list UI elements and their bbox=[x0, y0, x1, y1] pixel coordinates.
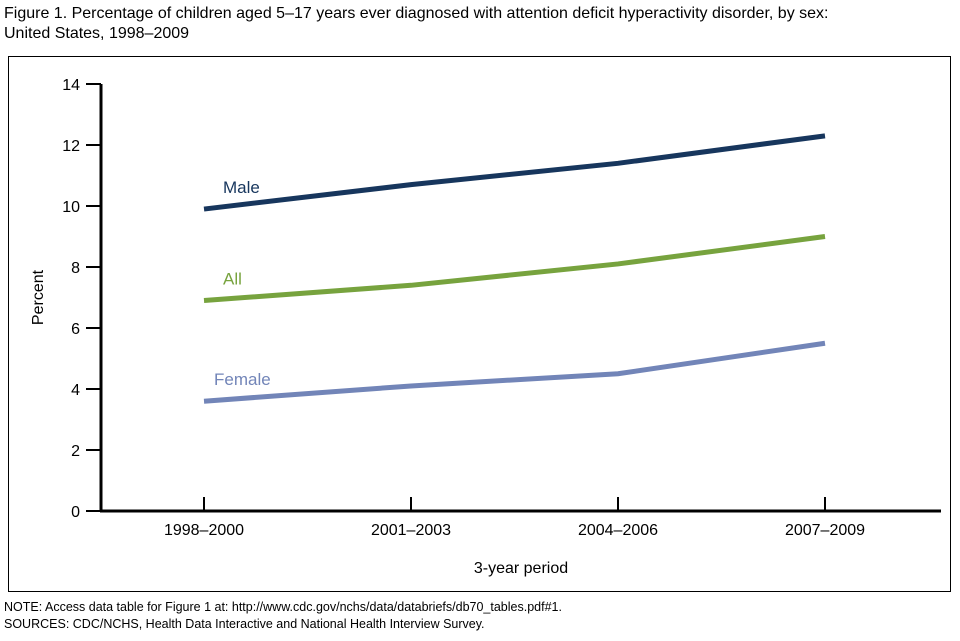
figure-title-line1: Figure 1. Percentage of children aged 5–… bbox=[4, 5, 829, 22]
note-text: NOTE: Access data table for Figure 1 at:… bbox=[4, 600, 562, 614]
series-line-all bbox=[203, 234, 826, 304]
figure-title-line2: United States, 1998–2009 bbox=[4, 25, 190, 42]
x-axis-title: 3-year period bbox=[474, 560, 568, 577]
y-axis-title: Percent bbox=[30, 269, 47, 325]
y-tick-label: 14 bbox=[62, 77, 80, 94]
x-tick-label: 2001–2003 bbox=[371, 522, 451, 539]
y-tick-label: 12 bbox=[62, 138, 80, 155]
series-label-male: Male bbox=[223, 178, 260, 197]
x-tick-label: 2007–2009 bbox=[785, 522, 865, 539]
y-tick-label: 2 bbox=[71, 443, 80, 460]
y-tick-label: 10 bbox=[62, 199, 80, 216]
series-label-female: Female bbox=[214, 370, 271, 389]
y-tick-label: 0 bbox=[71, 504, 80, 521]
chart-area: 0 2 4 6 8 10 12 14 1998–2000 2001–2003 2004–2006 20… bbox=[8, 56, 951, 592]
y-tick-label: 8 bbox=[71, 260, 80, 277]
y-tick-label: 4 bbox=[71, 382, 80, 399]
figure-title: Figure 1. Percentage of children aged 5–… bbox=[4, 4, 954, 44]
x-tick-label: 1998–2000 bbox=[164, 522, 244, 539]
sources-text: SOURCES: CDC/NCHS, Health Data Interacti… bbox=[4, 617, 485, 631]
x-tick-label: 2004–2006 bbox=[578, 522, 658, 539]
footnotes: NOTE: Access data table for Figure 1 at:… bbox=[4, 599, 954, 633]
line-chart: 0 2 4 6 8 10 12 14 1998–2000 2001–2003 2004–2006 20… bbox=[30, 77, 941, 577]
series-line-female bbox=[203, 340, 826, 404]
y-tick-label: 6 bbox=[71, 321, 80, 338]
series-label-all: All bbox=[223, 270, 242, 289]
series-line-male bbox=[203, 133, 826, 212]
